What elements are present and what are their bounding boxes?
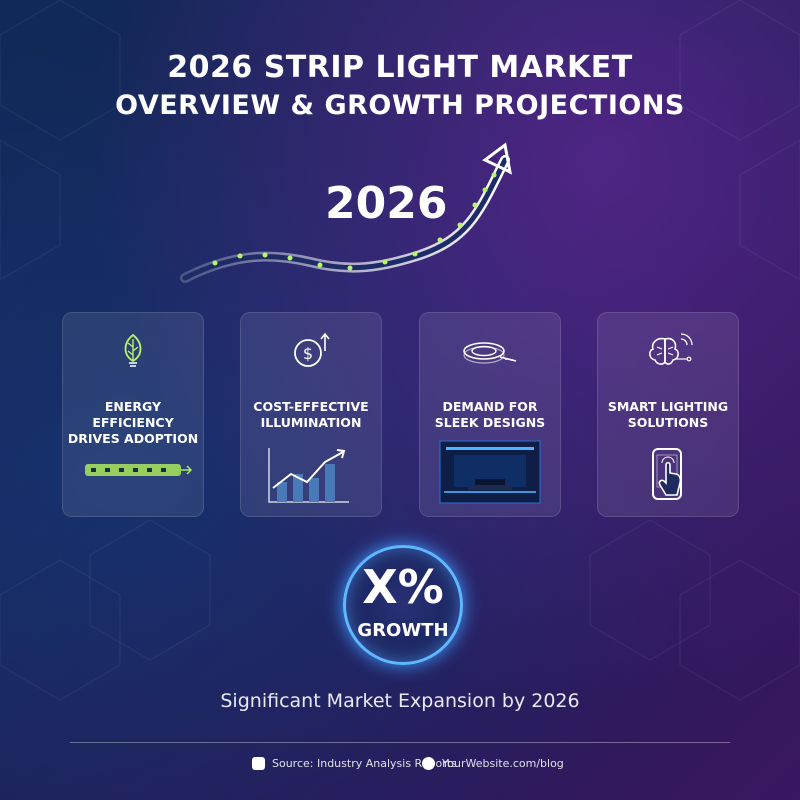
card-label-line1: ENERGY EFFICIENCY (92, 399, 174, 430)
source-text: Source: Industry Analysis Reports (272, 757, 457, 770)
source-item: Source: Industry Analysis Reports (252, 757, 457, 770)
card-label-line2: ILLUMINATION (260, 415, 362, 430)
card-cost-effective: $ COST-EFFECTIVE ILLUMINATION (240, 312, 382, 517)
dollar-up-icon: $ (294, 332, 330, 367)
svg-text:$: $ (303, 344, 313, 363)
card-label-line1: COST-EFFECTIVE (253, 399, 369, 414)
page-title-line1: 2026 STRIP LIGHT MARKET (167, 50, 633, 85)
page-title-line2: OVERVIEW & GROWTH PROJECTIONS (115, 90, 685, 121)
led-strip-illustration (85, 464, 193, 476)
growth-badge: X% GROWTH (343, 545, 463, 665)
card-label-line2: DRIVES ADOPTION (67, 431, 199, 446)
growth-arrow-strip (180, 142, 513, 283)
lit-room-illustration (439, 440, 541, 504)
website-item[interactable]: YourWebsite.com/blog (422, 757, 564, 770)
footer-divider (70, 742, 730, 743)
bar-chart-illustration (268, 448, 349, 503)
smart-brain-icon (649, 333, 693, 365)
smartphone-touch-illustration (652, 448, 682, 500)
card-label-line2: SOLUTIONS (627, 415, 709, 430)
card-smart-lighting: SMART LIGHTING SOLUTIONS (597, 312, 739, 517)
subtitle: Significant Market Expansion by 2026 (220, 690, 580, 712)
card-sleek-designs: DEMAND FOR SLEEK DESIGNS (419, 312, 561, 517)
globe-icon (422, 757, 435, 770)
card-label-line2: SLEEK DESIGNS (434, 415, 546, 430)
leaf-bulb-icon (124, 333, 142, 367)
led-reel-icon (463, 342, 517, 364)
card-energy-efficiency: ENERGY EFFICIENCY DRIVES ADOPTION (62, 312, 204, 517)
source-icon (252, 757, 265, 770)
card-label-line1: DEMAND FOR (442, 399, 538, 414)
footer: Source: Industry Analysis Reports YourWe… (0, 757, 800, 777)
growth-value: X% (362, 560, 444, 614)
website-link[interactable]: YourWebsite.com/blog (442, 757, 564, 770)
year-label: 2026 (325, 178, 448, 229)
growth-label: GROWTH (357, 620, 449, 641)
card-label-line1: SMART LIGHTING (607, 399, 729, 414)
